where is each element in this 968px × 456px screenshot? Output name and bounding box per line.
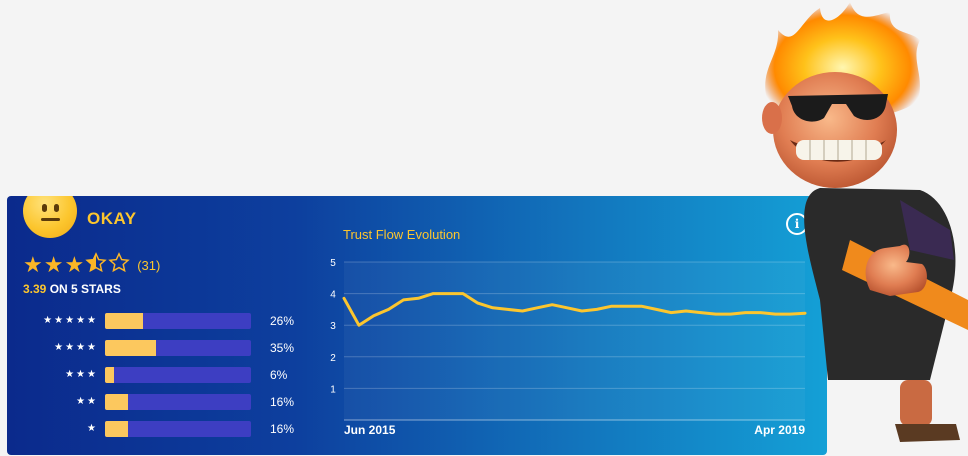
y-tick-label: 2 [330,353,336,364]
star-rating: ★ ★ ★ (31) [23,252,160,278]
chart-plot-area [344,262,805,420]
distribution-percent: 35% [270,341,295,355]
distribution-bar-fill [105,421,129,437]
x-start-label: Jun 2015 [344,423,396,437]
x-end-label: Apr 2019 [754,423,805,437]
chart-title: Trust Flow Evolution [343,227,461,242]
distribution-row: ★★★★ 35% [23,340,303,367]
distribution-row: ★★ 16% [23,394,303,421]
distribution-stars: ★★ [76,396,98,407]
distribution-percent: 6% [270,368,288,382]
distribution-percent: 16% [270,395,295,409]
distribution-bar-fill [105,394,129,410]
score-suffix: ON 5 STARS [49,282,121,296]
distribution-percent: 16% [270,422,295,436]
trust-flow-line [342,292,807,327]
distribution-stars: ★★★★★ [43,315,98,326]
distribution-bar-fill [105,340,157,356]
distribution-bar [105,394,251,410]
distribution-row: ★★★ 6% [23,367,303,394]
star-full-icon: ★ [23,252,43,277]
y-tick-label: 4 [330,290,336,301]
distribution-bar [105,367,251,383]
score-line: 3.39 ON 5 STARS [23,282,121,296]
y-tick-label: 5 [330,258,336,269]
rating-distribution: ★★★★★ 26% ★★★★ 35% ★★★ 6% ★★ 16% ★ 16% [23,313,303,448]
distribution-bar [105,421,251,437]
distribution-percent: 26% [270,314,295,328]
distribution-stars: ★ [87,423,98,434]
distribution-bar-fill [105,313,143,329]
trust-flow-chart: 1 2 3 4 5 Jun 2015 Apr 2019 [330,258,807,437]
y-tick-label: 1 [330,384,336,395]
score-value: 3.39 [23,282,47,296]
star-full-icon: ★ [43,252,64,277]
distribution-stars: ★★★★ [54,342,98,353]
star-full-icon: ★ [64,252,85,277]
y-tick-label: 3 [330,321,336,332]
trust-rating-card: OKAY ★ ★ ★ (31) 3.39 ON 5 STARS ★★★★★ 26… [7,196,827,455]
distribution-bar [105,340,251,356]
distribution-bar [105,313,251,329]
distribution-bar-fill [105,367,114,383]
mascot-illustration [762,2,968,442]
rating-label: OKAY [87,209,137,228]
star-empty-icon [108,252,130,278]
distribution-stars: ★★★ [65,369,98,380]
distribution-row: ★ 16% [23,421,303,448]
neutral-face-icon [23,196,77,238]
review-count[interactable]: (31) [137,257,161,273]
distribution-row: ★★★★★ 26% [23,313,303,340]
star-half-icon [85,252,107,278]
